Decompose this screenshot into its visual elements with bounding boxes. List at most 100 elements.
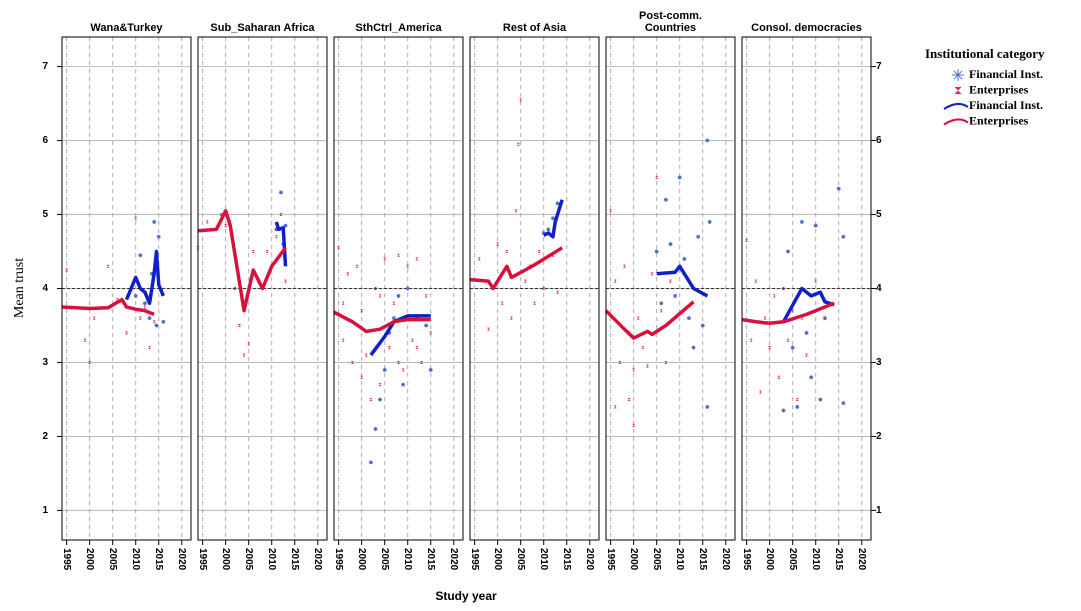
panel-title: Consol. democracies (751, 22, 862, 34)
enterprise-point (768, 346, 772, 350)
enterprise-point (533, 301, 536, 305)
financial-point (378, 397, 383, 402)
enterprise-point (609, 209, 613, 213)
enterprise-point (355, 264, 359, 268)
enterprise-point (516, 142, 520, 146)
enterprise-point (247, 342, 251, 346)
enterprise-point (83, 338, 87, 342)
x-tick-label: 1995 (605, 548, 616, 571)
x-tick-label: 2005 (379, 548, 390, 571)
financial-point (705, 138, 710, 143)
fit-line (781, 286, 835, 323)
enterprise-point (420, 360, 424, 364)
enterprise-point (65, 268, 69, 272)
fit-line (124, 249, 165, 306)
financial-point (142, 301, 147, 306)
x-tick-label: 2000 (764, 548, 775, 571)
financial-point (428, 367, 433, 372)
x-tick-label: 2000 (492, 548, 503, 571)
enterprise-point (341, 301, 345, 305)
enterprise-point (341, 338, 345, 342)
financial-point (138, 253, 143, 258)
financial-point (677, 175, 682, 180)
legend-marker (943, 118, 969, 126)
enterprise-point (125, 331, 128, 335)
financial-point (278, 190, 283, 195)
enterprise-point (88, 360, 92, 364)
enterprise-point (364, 353, 368, 357)
enterprise-point (556, 290, 560, 294)
enterprise-point (664, 360, 668, 364)
financial-point (696, 234, 701, 239)
x-tick-label: 1995 (333, 548, 344, 571)
x-tick-label: 2010 (538, 548, 549, 571)
panel-title: Post-comm. Countries (639, 10, 702, 34)
financial-point (541, 231, 546, 236)
financial-point (795, 404, 800, 409)
financial-point (546, 227, 551, 232)
x-tick-label: 2005 (515, 548, 526, 571)
x-tick-label: 2015 (289, 548, 300, 571)
panel-frame (61, 36, 192, 541)
enterprise-point (758, 390, 762, 394)
x-tick-label: 2020 (856, 548, 867, 571)
fit-line (333, 310, 431, 334)
enterprise-point (378, 294, 382, 298)
enterprise-point (509, 316, 513, 320)
x-tick-label: 2010 (402, 548, 413, 571)
enterprise-point (392, 301, 396, 305)
fit-line (656, 264, 709, 298)
fit-line (61, 297, 155, 317)
y-tick-label: 5 (42, 209, 48, 220)
enterprise-point (514, 209, 518, 213)
enterprise-point (786, 338, 790, 342)
enterprise-point (397, 253, 400, 257)
financial-point (790, 345, 795, 350)
financial-point (555, 201, 560, 206)
financial-point (705, 404, 710, 409)
x-tick-label: 2015 (833, 548, 844, 571)
enterprise-point (350, 360, 354, 364)
legend-title: Institutional category (925, 46, 1045, 61)
financial-point (804, 330, 809, 335)
enterprise-point (383, 257, 387, 261)
enterprise-point (242, 353, 246, 357)
x-tick-label: 1995 (61, 548, 72, 571)
enterprise-point (373, 287, 377, 290)
panel-title: Rest of Asia (503, 22, 567, 34)
enterprise-point (763, 316, 767, 320)
enterprise-point (274, 235, 278, 239)
x-tick-label: 1995 (741, 548, 752, 571)
enterprise-point (542, 287, 546, 290)
x-tick-label: 2005 (107, 548, 118, 571)
panel-frame (741, 36, 872, 541)
y-tick-label: 4 (42, 283, 48, 294)
x-tick-label: 2000 (220, 548, 231, 571)
fit-line (469, 246, 564, 291)
x-tick-label: 2000 (628, 548, 639, 571)
enterprise-point (387, 346, 391, 350)
enterprise-point (749, 338, 753, 342)
enterprise-point (284, 279, 288, 283)
enterprise-point (772, 294, 776, 298)
enterprise-point (237, 323, 241, 327)
legend-label: Enterprises (969, 82, 1029, 96)
financial-point (707, 219, 712, 224)
enterprise-point (486, 327, 490, 331)
x-tick-label: 2005 (787, 548, 798, 571)
enterprise-point (632, 423, 636, 427)
enterprise-point (346, 272, 350, 276)
x-tick-label: 2015 (561, 548, 572, 571)
financial-point (424, 323, 429, 328)
enterprise-point (424, 294, 428, 298)
y-tick-label: 2 (876, 431, 882, 442)
enterprise-point (795, 397, 799, 401)
y-tick-label: 4 (876, 283, 882, 294)
x-tick-label: 2015 (425, 548, 436, 571)
enterprise-point (645, 364, 649, 368)
x-tick-label: 2005 (651, 548, 662, 571)
fit-line (604, 300, 695, 340)
financial-point (368, 460, 373, 465)
financial-point (391, 316, 396, 321)
